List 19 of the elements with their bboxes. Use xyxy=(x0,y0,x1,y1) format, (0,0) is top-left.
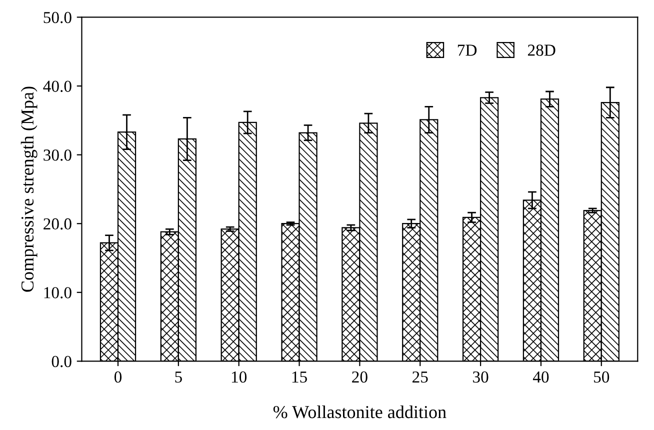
x-tick-label: 5 xyxy=(175,372,182,383)
legend-label: 7D xyxy=(458,44,477,56)
x-tick-label: 0 xyxy=(114,371,122,383)
x-tick-label: 20 xyxy=(352,371,368,383)
y-tick-label: 0.0 xyxy=(52,356,72,368)
x-tick-label: 10 xyxy=(232,371,247,383)
x-tick-label: 30 xyxy=(473,371,488,383)
x-tick-label: 50 xyxy=(594,371,610,383)
legend-label: 28D xyxy=(528,44,556,56)
y-tick-label: 40.0 xyxy=(43,80,72,92)
x-axis-title: % Wollastonite addition xyxy=(273,405,446,418)
y-tick-label: 20.0 xyxy=(44,218,72,230)
y-tick-label: 50.0 xyxy=(44,12,72,24)
x-tick-label: 40 xyxy=(532,371,549,383)
y-axis-title: Compressive strength (Mpa) xyxy=(20,86,38,292)
x-tick-label: 25 xyxy=(412,371,428,383)
y-tick-label: 10.0 xyxy=(44,287,72,298)
y-tick-label: 30.0 xyxy=(44,150,72,161)
x-tick-label: 15 xyxy=(292,371,307,383)
